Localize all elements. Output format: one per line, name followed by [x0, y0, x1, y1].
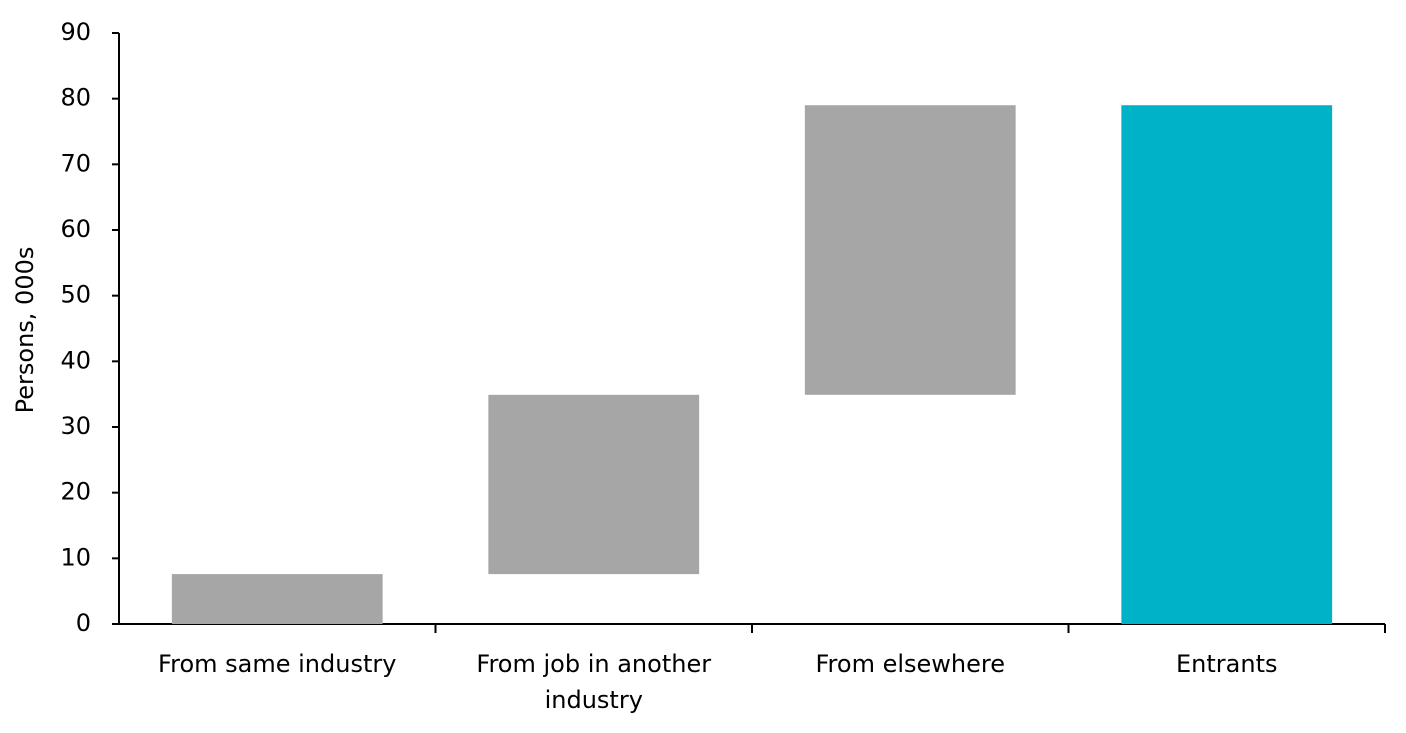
x-tick-label: From job in another industry — [476, 650, 712, 714]
x-tick-label: From same industry — [158, 650, 397, 678]
y-tick-label: 40 — [60, 346, 91, 374]
y-tick-label: 90 — [60, 18, 91, 46]
x-tick-label: From elsewhere — [815, 650, 1005, 678]
y-tick-label: 20 — [60, 478, 91, 506]
y-tick-label: 60 — [60, 215, 91, 243]
bar — [171, 574, 383, 624]
bar — [488, 394, 700, 575]
y-axis-label: Persons, 000s — [11, 247, 39, 414]
y-tick-label: 50 — [60, 281, 91, 309]
x-tick-label: Entrants — [1176, 650, 1278, 678]
bar — [804, 105, 1016, 395]
bar — [1121, 105, 1333, 624]
y-tick-label: 30 — [60, 412, 91, 440]
y-tick-label: 0 — [76, 609, 91, 637]
y-tick-label: 10 — [60, 543, 91, 571]
y-tick-label: 80 — [60, 84, 91, 112]
y-tick-label: 70 — [60, 149, 91, 177]
